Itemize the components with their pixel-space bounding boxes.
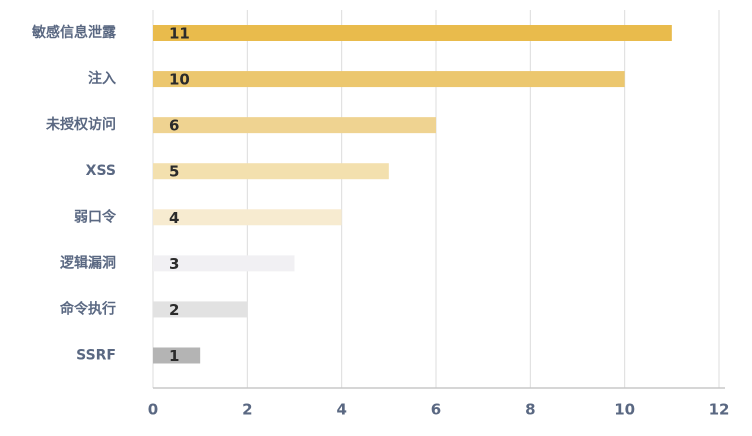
data-label: 5 [169,163,179,181]
bar [153,301,248,318]
bar [153,163,389,180]
bar [153,25,672,41]
data-label: 11 [169,25,190,43]
bar [153,71,625,88]
x-tick-label: 4 [336,401,346,419]
bar [153,117,436,134]
data-label: 10 [169,71,190,89]
data-label: 3 [169,255,179,273]
data-label: 4 [169,209,179,227]
x-tick-label: 2 [242,401,252,419]
x-tick-label: 6 [431,401,441,419]
y-tick-label: 命令执行 [59,300,116,317]
x-tick-label: 0 [148,401,158,419]
data-label: 1 [169,347,179,365]
data-label: 2 [169,301,179,319]
bar [153,255,295,272]
x-tick-label: 12 [709,401,730,419]
y-tick-label: XSS [86,163,116,179]
x-tick-label: 8 [525,401,535,419]
y-tick-label: 注入 [88,70,116,87]
data-label: 6 [169,117,179,135]
y-tick-label: 敏感信息泄露 [31,24,117,41]
y-tick-label: SSRF [76,347,116,363]
x-tick-label: 10 [614,401,635,419]
y-tick-label: 弱口令 [74,208,117,225]
bar [153,347,201,364]
y-tick-label: 未授权访问 [46,116,116,133]
y-tick-label: 逻辑漏洞 [60,254,116,271]
bar [153,209,342,226]
